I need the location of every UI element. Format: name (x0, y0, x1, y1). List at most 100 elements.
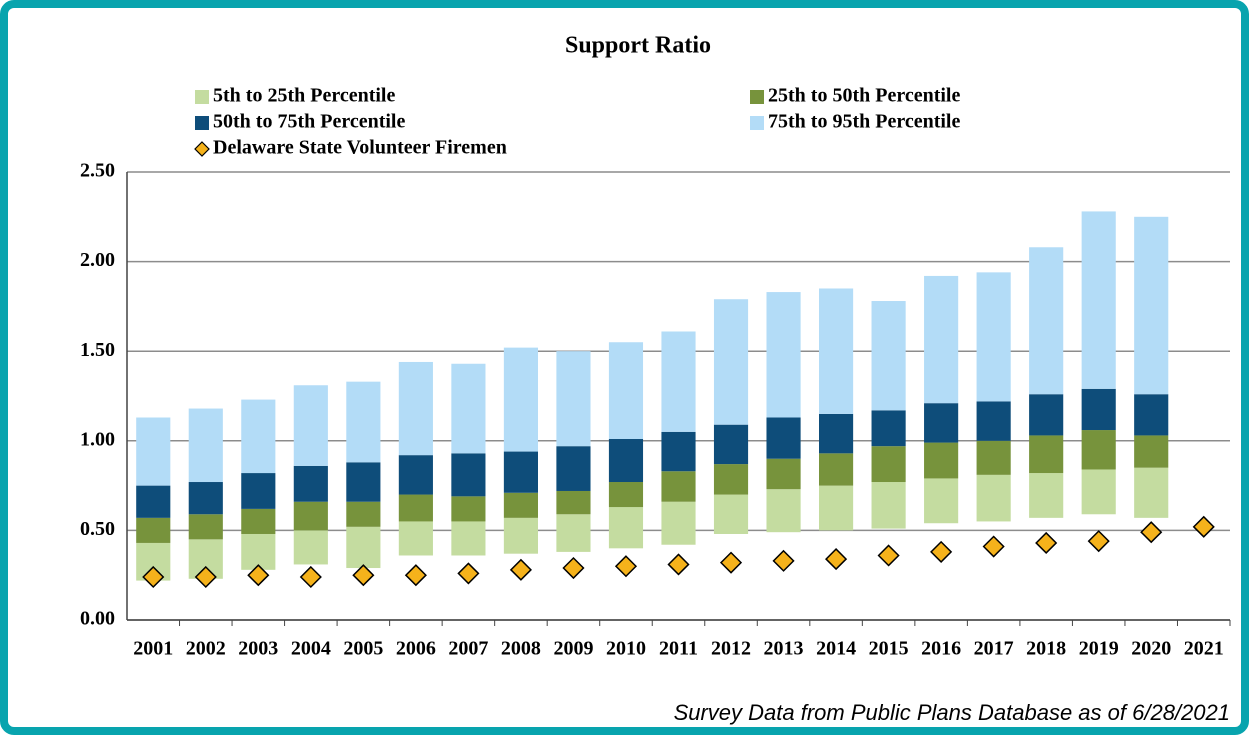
bar-segment (1029, 435, 1064, 474)
y-tick-label: 2.50 (80, 160, 115, 182)
marker (1087, 530, 1110, 553)
bar-segment (713, 424, 749, 465)
marker (614, 555, 638, 578)
bar-segment (1081, 388, 1116, 431)
legend-label: 25th to 50th Percentile (768, 85, 960, 107)
marker (719, 551, 743, 574)
bar-segment (1081, 469, 1116, 515)
bar-segment (924, 403, 959, 443)
bar-segment (1081, 430, 1116, 470)
marker (982, 535, 1005, 558)
marker (667, 553, 690, 576)
marker (1035, 531, 1058, 555)
bar-segment (819, 288, 854, 414)
bar-segment (661, 431, 696, 472)
bar-segment (136, 485, 171, 518)
bar-segment (819, 485, 854, 531)
x-tick-label: 2013 (764, 638, 804, 660)
marker (825, 548, 848, 571)
bar-segment (503, 451, 538, 493)
legend-label: Delaware State Volunteer Firemen (213, 137, 507, 159)
y-tick-label: 0.00 (80, 608, 115, 630)
bar-segment (661, 471, 696, 502)
bar-segment (1081, 211, 1116, 389)
y-tick-label: 0.50 (80, 518, 115, 540)
bar-segment (451, 363, 486, 454)
bar-segment (871, 482, 906, 529)
bar-segment (188, 482, 223, 515)
bar-segment (241, 533, 276, 570)
marker (142, 565, 165, 589)
bar-segment (241, 399, 276, 474)
bar-segment (293, 501, 328, 531)
marker (299, 565, 322, 589)
bar-segment (346, 501, 381, 527)
bar-segment (293, 530, 328, 565)
footnote: Survey Data from Public Plans Database a… (674, 700, 1230, 725)
bar-segment (1029, 247, 1064, 395)
bar-segment (398, 361, 433, 456)
legend-label: 5th to 25th Percentile (213, 85, 395, 107)
bar-segment (1134, 216, 1169, 395)
bar-segment (871, 446, 906, 483)
bar-segment (346, 381, 381, 463)
marker (247, 564, 270, 587)
bar-segment (556, 490, 591, 515)
x-tick-label: 2007 (448, 638, 488, 660)
legend-swatch (195, 116, 209, 130)
x-tick-label: 2010 (606, 638, 646, 660)
bar-segment (766, 417, 801, 459)
x-tick-label: 2002 (186, 638, 226, 660)
legend-marker (194, 141, 210, 157)
bar-segment (451, 453, 486, 497)
bar-segment (346, 526, 381, 569)
y-tick-label: 2.00 (80, 249, 115, 271)
bar-segment (398, 455, 433, 495)
legend-swatch (750, 116, 764, 130)
bar-segment (136, 517, 171, 543)
bar-segment (556, 446, 591, 491)
x-tick-label: 2018 (1026, 638, 1066, 660)
bar-segment (819, 453, 854, 486)
bar-segment (608, 439, 644, 483)
y-tick-label: 1.50 (80, 339, 115, 361)
bar-segment (608, 507, 644, 549)
bar-segment (1029, 394, 1064, 436)
x-tick-label: 2003 (238, 638, 278, 660)
bar-segment (503, 517, 538, 554)
bar-segment (661, 331, 696, 432)
bar-segment (713, 494, 749, 534)
x-tick-label: 2012 (711, 638, 751, 660)
bar-segment (398, 521, 433, 556)
x-tick-label: 2001 (133, 638, 173, 660)
chart-title: Support Ratio (565, 33, 711, 59)
bar-segment (293, 385, 328, 466)
bar-segment (819, 413, 854, 454)
x-tick-label: 2020 (1131, 638, 1171, 660)
bar-segment (766, 489, 801, 533)
bar-segment (451, 496, 486, 522)
bar-segment (661, 501, 696, 545)
marker (457, 562, 480, 585)
marker (352, 564, 375, 587)
marker (509, 558, 532, 581)
bar-segment (871, 301, 906, 411)
marker (772, 549, 795, 572)
x-tick-label: 2014 (816, 638, 856, 660)
x-tick-label: 2015 (869, 638, 909, 660)
legend-swatch (750, 90, 764, 104)
x-tick-label: 2017 (974, 638, 1014, 660)
marker (930, 540, 953, 563)
bar-segment (398, 494, 433, 522)
legend-label: 50th to 75th Percentile (213, 111, 405, 133)
bar-segment (713, 299, 749, 425)
x-tick-label: 2011 (659, 638, 698, 660)
bar-segment (346, 462, 381, 502)
bar-segment (924, 478, 959, 524)
x-tick-label: 2019 (1079, 638, 1119, 660)
bar-segment (1134, 467, 1169, 518)
bar-segment (766, 458, 801, 490)
bar-segment (713, 464, 749, 495)
bar-segment (136, 417, 171, 486)
